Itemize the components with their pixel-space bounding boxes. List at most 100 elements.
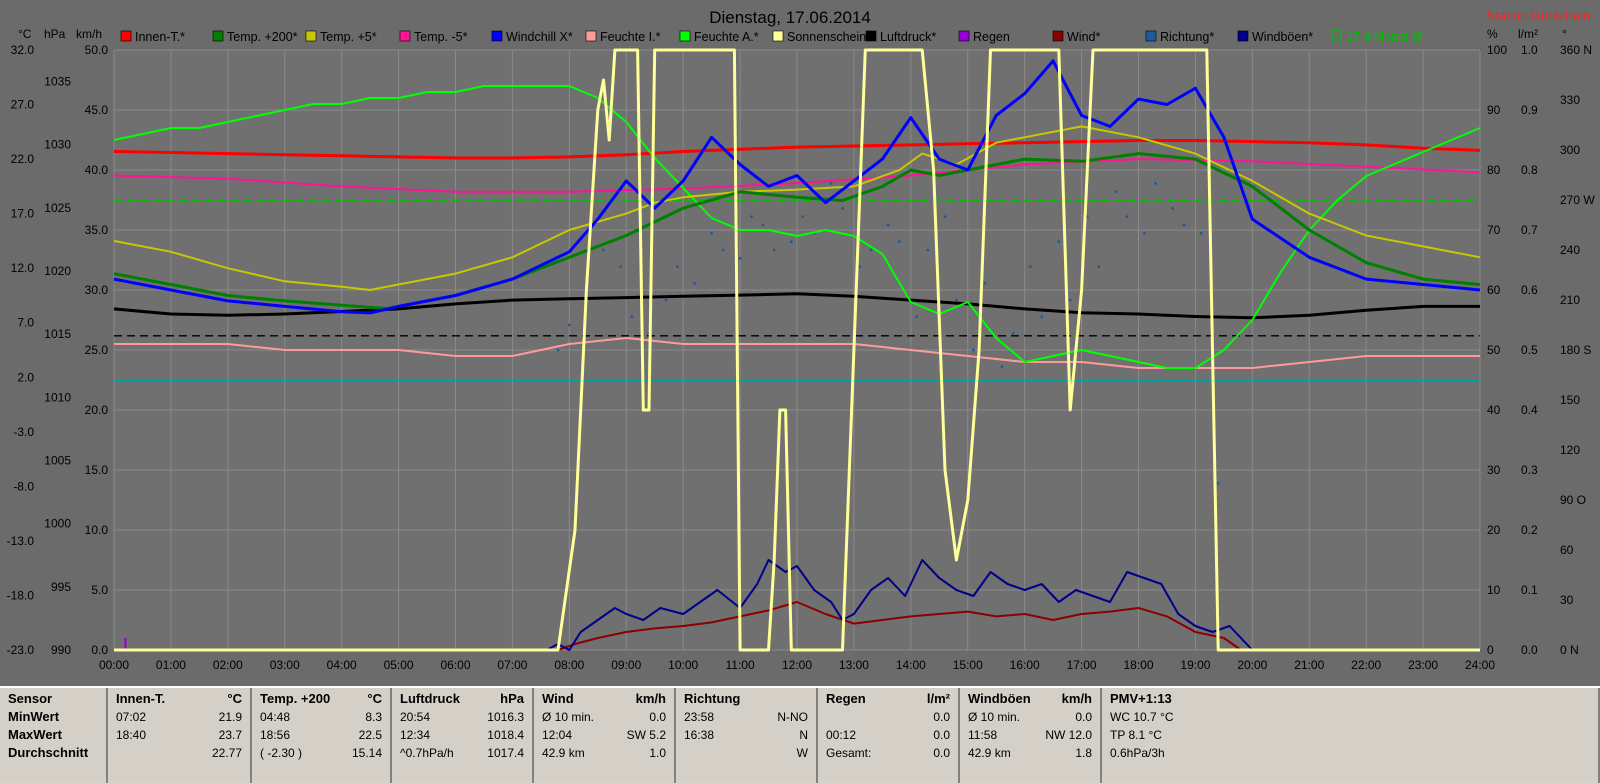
axis-tick-label: 210: [1560, 293, 1580, 307]
stat-label: ( -2.30 ): [260, 746, 303, 760]
series-line-temp-5-: [113, 158, 1481, 193]
direction-point: [1057, 240, 1061, 244]
stat-value: W: [796, 746, 808, 760]
x-tick-label: 02:00: [213, 658, 243, 672]
x-tick-label: 18:00: [1123, 658, 1153, 672]
direction-point: [1068, 298, 1072, 302]
axis-tick-label: 70: [1487, 223, 1501, 237]
stat-value: N-NO: [777, 710, 808, 724]
legend-label: Regen: [973, 30, 1010, 44]
stat-value: °C: [227, 691, 242, 706]
axis-tick-label: 0.9: [1521, 103, 1538, 117]
direction-point: [926, 248, 930, 252]
stat-label: 42.9 km: [542, 746, 585, 760]
axis-tick-label: 0: [1487, 643, 1494, 657]
stat-column: Wind km/h Ø 10 min. 0.0 12:04 SW 5.2 42.9 km 1.…: [534, 688, 676, 783]
x-tick-label: 01:00: [156, 658, 186, 672]
series-line-feuchte-i-: [114, 337, 1480, 369]
legend-swatch: [1237, 30, 1249, 42]
direction-point: [801, 215, 805, 219]
series-line-innen-t-: [113, 139, 1481, 160]
stat-row: 20:54 1016.3: [400, 708, 524, 726]
stat-value: 1016.3: [487, 710, 524, 724]
direction-point: [1216, 481, 1220, 485]
axis-tick-label: 50: [1487, 343, 1501, 357]
stat-label: 04:48: [260, 710, 291, 724]
stat-value: 0.0: [933, 728, 950, 742]
stat-row: Durchschnitt: [8, 744, 98, 762]
axis-tick-label: 10: [1487, 583, 1501, 597]
stat-column: Sensor MinWert MaxWert Durchschnitt: [0, 688, 108, 783]
stat-value: 0.0: [933, 710, 950, 724]
legend-swatch: [212, 30, 224, 42]
stat-value: NW 12.0: [1045, 728, 1092, 742]
stat-header: Innen-T. °C: [116, 690, 242, 708]
axis-tick-label: 50.0: [85, 43, 109, 57]
axis-tick-label: 20.0: [85, 403, 109, 417]
stat-text: MaxWert: [8, 727, 62, 742]
x-tick-label: 00:00: [99, 658, 129, 672]
legend-swatch: [399, 30, 411, 42]
direction-point: [954, 298, 958, 302]
x-tick-label: 21:00: [1294, 658, 1324, 672]
series-layer: [113, 48, 1481, 652]
stat-value: 1.0: [649, 746, 666, 760]
x-tick-label: 24:00: [1465, 658, 1495, 672]
x-tick-label: 11:00: [726, 658, 755, 672]
x-tick-label: 22:00: [1351, 658, 1381, 672]
x-tick-label: 07:00: [497, 658, 527, 672]
stat-row: 04:48 8.3: [260, 708, 382, 726]
legend-label: Windchill X*: [506, 30, 573, 44]
direction-point: [915, 315, 918, 319]
stat-label: 12:04: [542, 728, 573, 742]
x-tick-label: 23:00: [1408, 658, 1438, 672]
stat-row: MinWert: [8, 708, 98, 726]
x-tick-label: 20:00: [1237, 658, 1267, 672]
stat-label: Gesamt:: [826, 746, 872, 760]
x-tick-label: 10:00: [668, 658, 698, 672]
stat-value: SW 5.2: [626, 728, 666, 742]
stat-row: 12:34 1018.4: [400, 726, 524, 744]
stat-label: ^0.7hPa/h: [400, 746, 454, 760]
chart-title: Dienstag, 17.06.2014: [709, 8, 871, 27]
direction-point: [943, 215, 947, 219]
hpa-tick-label: 1020: [44, 264, 71, 278]
stat-label: 42.9 km: [968, 746, 1011, 760]
axis-tick-label: 240: [1560, 243, 1580, 257]
series-line-sonnenschein: [114, 48, 1480, 652]
direction-point: [567, 323, 571, 327]
legend-label: Temp. -5*: [414, 30, 468, 44]
axis-tick-label: 0.1: [1521, 583, 1538, 597]
axis-tick-label: 60: [1487, 283, 1501, 297]
stat-row: 42.9 km 1.8: [968, 744, 1092, 762]
stat-label: 20:54: [400, 710, 431, 724]
axis-unit-label: °: [1562, 27, 1567, 41]
axis-tick-label: 25.0: [85, 343, 109, 357]
hpa-tick-label: 1025: [44, 201, 71, 215]
stat-value: 0.0: [649, 710, 666, 724]
axis-tick-label: 0.7: [1521, 223, 1538, 237]
legend-label: Richtung*: [1160, 30, 1214, 44]
axis-unit-label: l/m²: [1518, 27, 1538, 41]
series-line-temp-5-: [113, 125, 1481, 291]
temp-tick-label: -23.0: [7, 643, 35, 657]
hpa-tick-label: 1035: [44, 75, 71, 89]
direction-point: [556, 348, 560, 352]
stat-column: Windböen km/h Ø 10 min. 0.0 11:58 NW 12.0 42.9…: [960, 688, 1102, 783]
stat-column: Innen-T. °C 07:02 21.9 18:40 23.7 22.77: [108, 688, 252, 783]
stat-row: Ø 10 min. 0.0: [968, 708, 1092, 726]
axis-tick-label: 270 W: [1560, 193, 1595, 207]
stat-value: N: [799, 728, 808, 742]
reference-lines: [114, 199, 1480, 382]
legend-label: Innen-T.*: [135, 30, 185, 44]
x-tick-label: 05:00: [384, 658, 414, 672]
axis-tick-label: 0.2: [1521, 523, 1538, 537]
stat-value: 1017.4: [487, 746, 524, 760]
stat-value: 22.5: [358, 728, 382, 742]
station-name: Station Göritzhain: [1487, 8, 1590, 23]
axis-tick-label: 0.0: [91, 643, 108, 657]
direction-point: [630, 315, 634, 319]
stat-row: WC 10.7 °C: [1110, 708, 1590, 726]
stat-label: 00:12: [826, 728, 857, 742]
x-tick-label: 12:00: [782, 658, 812, 672]
